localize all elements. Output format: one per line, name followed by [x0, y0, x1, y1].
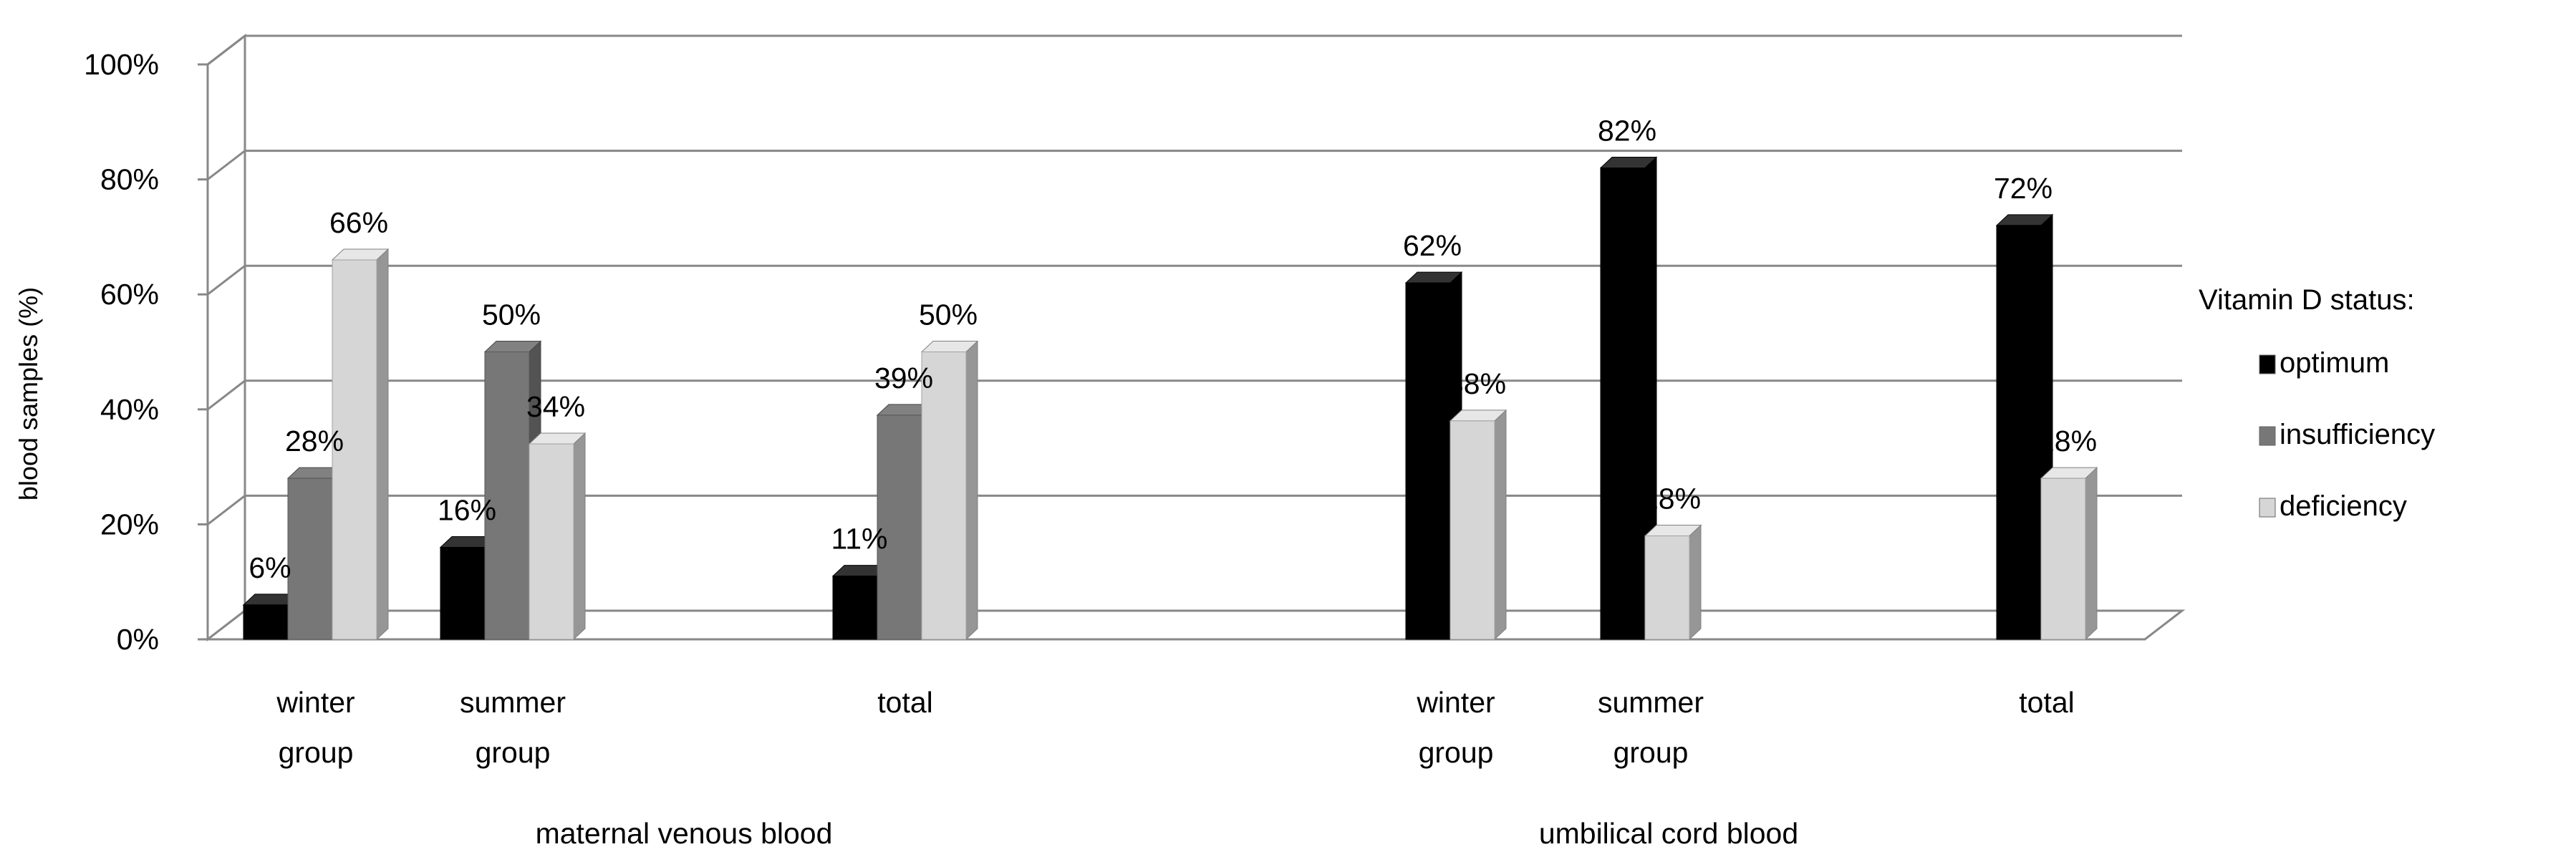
bar-front: [332, 259, 377, 640]
bar-front: [1600, 168, 1646, 640]
category-labels: winter group summer group total winter group su…: [276, 686, 2074, 769]
data-label: 34%: [526, 390, 585, 423]
category-label: summer: [460, 686, 566, 719]
gridline: [207, 34, 2182, 66]
bar-front: [877, 415, 922, 640]
y-tick-label: 0%: [117, 623, 159, 656]
data-label: 62%: [1403, 229, 1462, 262]
bar-front: [440, 547, 486, 640]
data-label: 18%: [1642, 482, 1701, 515]
legend: Vitamin D status: optimum insufficiency de…: [2199, 284, 2435, 522]
bar-deficiency: [1449, 409, 1508, 641]
y-axis-title: blood samples (%): [14, 287, 43, 500]
bar-side: [573, 432, 586, 641]
gridlines: [207, 34, 2182, 525]
bar-deficiency: [1644, 524, 1702, 641]
bar-side: [376, 248, 389, 641]
category-label: total: [2019, 686, 2075, 719]
category-label: group: [1419, 736, 1494, 769]
gridline: [207, 150, 2182, 180]
data-label: 38%: [1447, 367, 1506, 400]
bar-front: [1405, 282, 1451, 640]
side-wall: [206, 33, 246, 642]
bar-optimum: [1599, 156, 1658, 641]
bar-front: [1644, 535, 1690, 640]
y-tick-label: 60%: [100, 278, 159, 311]
bar-deficiency: [528, 432, 587, 641]
category-label: winter: [276, 686, 354, 719]
data-label: 50%: [482, 299, 541, 331]
y-tick-label: 40%: [100, 393, 159, 426]
bar-deficiency: [2040, 467, 2098, 641]
gridline: [207, 264, 2182, 296]
legend-label-optimum: optimum: [2280, 347, 2389, 379]
bar-front: [243, 604, 289, 640]
legend-swatch-optimum: [2259, 354, 2276, 374]
category-label: group: [279, 736, 354, 769]
data-label: 82%: [1598, 115, 1656, 147]
data-label: 72%: [1994, 172, 2052, 205]
y-tick-label: 20%: [100, 508, 159, 541]
bar-side: [1494, 409, 1507, 641]
legend-swatch-insufficiency: [2259, 426, 2276, 446]
legend-swatch-deficiency: [2259, 498, 2276, 518]
bar-side: [1689, 524, 1702, 641]
bar-front: [2040, 478, 2086, 640]
group-label: maternal venous blood: [536, 817, 833, 850]
bar-side: [2085, 467, 2098, 641]
data-label: 28%: [285, 425, 344, 457]
data-label: 11%: [831, 523, 887, 556]
bar-deficiency: [920, 340, 979, 641]
data-label: 39%: [874, 362, 933, 394]
bar-deficiency: [331, 248, 390, 641]
bar-front: [287, 478, 333, 640]
y-tick-label: 80%: [100, 163, 159, 196]
y-tick-label: 100%: [84, 48, 159, 81]
bar-front: [921, 352, 967, 640]
bar-front: [484, 352, 530, 640]
category-label: summer: [1598, 686, 1704, 719]
data-labels: 6% 28% 66% 16% 50% 34% 11% 39% 50% 62% 38% 82% 18% 72…: [249, 115, 2097, 584]
gridline: [207, 379, 2182, 410]
bar-front: [529, 443, 574, 640]
data-label: 16%: [438, 494, 496, 527]
bar-front: [1996, 225, 2042, 640]
legend-label-deficiency: deficiency: [2280, 490, 2407, 522]
legend-label-insufficiency: insufficiency: [2280, 419, 2435, 450]
category-label: total: [877, 686, 933, 719]
data-label: 6%: [249, 551, 291, 584]
gridline: [207, 494, 2182, 525]
bar-front: [832, 576, 878, 640]
data-label: 50%: [919, 299, 978, 331]
legend-title: Vitamin D status:: [2199, 284, 2415, 316]
data-label: 66%: [329, 206, 388, 239]
category-label: winter: [1416, 686, 1495, 719]
bar-side: [965, 340, 978, 641]
bars: [242, 156, 2098, 641]
group-labels: maternal venous blood umbilical cord bloo…: [536, 817, 1799, 850]
data-label: 28%: [2038, 425, 2097, 457]
category-label: group: [1613, 736, 1689, 769]
group-label: umbilical cord blood: [1539, 817, 1798, 850]
bar-front: [1449, 420, 1495, 640]
y-axis: 0% 20% 40% 60% 80% 100%: [84, 48, 209, 656]
category-label: group: [476, 736, 551, 769]
